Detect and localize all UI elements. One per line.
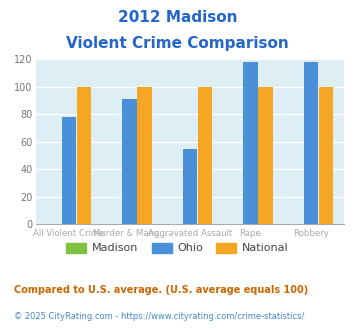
Text: © 2025 CityRating.com - https://www.cityrating.com/crime-statistics/: © 2025 CityRating.com - https://www.city… <box>14 312 305 321</box>
Bar <box>183 149 197 224</box>
Bar <box>122 99 137 224</box>
Bar <box>304 62 318 224</box>
Bar <box>61 117 76 224</box>
Bar <box>258 87 273 224</box>
Text: 2012 Madison: 2012 Madison <box>118 10 237 25</box>
Text: Violent Crime Comparison: Violent Crime Comparison <box>66 36 289 51</box>
Bar <box>77 87 91 224</box>
Bar <box>319 87 333 224</box>
Legend: Madison, Ohio, National: Madison, Ohio, National <box>62 238 293 258</box>
Bar <box>198 87 212 224</box>
Bar <box>137 87 152 224</box>
Bar <box>243 62 258 224</box>
Text: Compared to U.S. average. (U.S. average equals 100): Compared to U.S. average. (U.S. average … <box>14 285 308 295</box>
